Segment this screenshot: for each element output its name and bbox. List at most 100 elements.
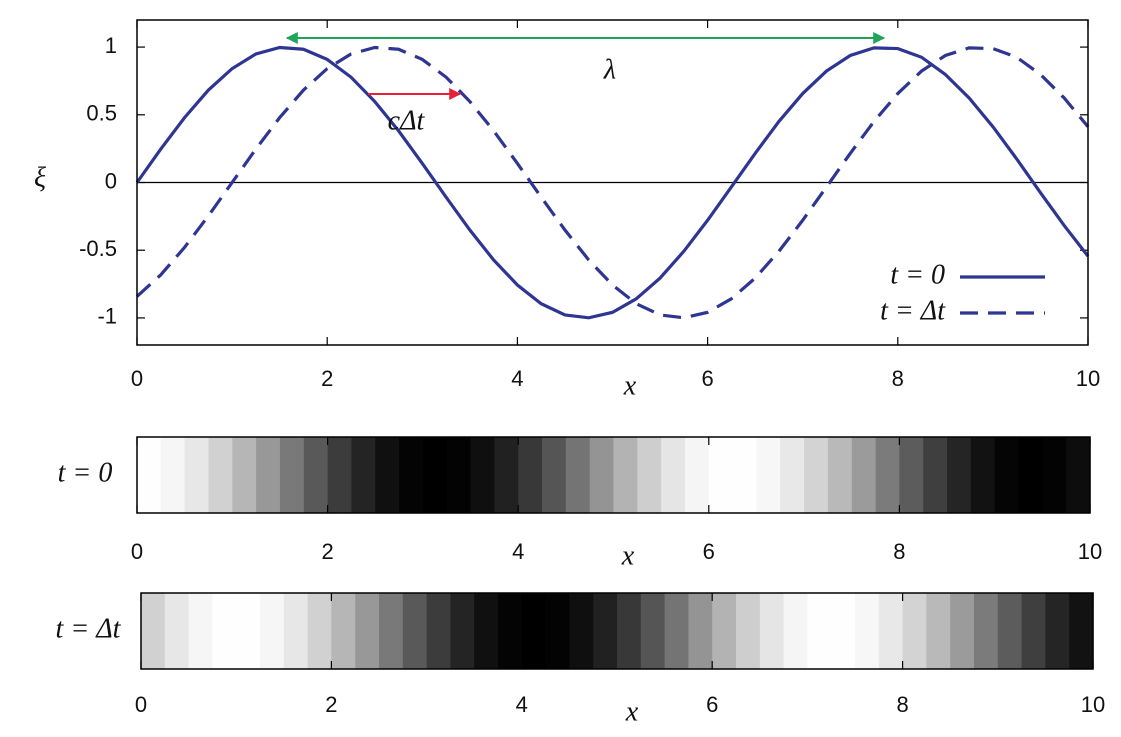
x-tick-label: 10: [1078, 539, 1102, 564]
cell: [804, 437, 829, 513]
cell: [160, 437, 186, 513]
x-tick-label: 4: [511, 366, 523, 391]
x-tick-label: 8: [892, 366, 904, 391]
cell: [637, 437, 662, 513]
cell: [589, 437, 615, 513]
cell: [450, 593, 475, 669]
cell: [521, 593, 547, 669]
x-tick-label: 4: [512, 539, 524, 564]
cell: [950, 593, 975, 669]
x-tick-label: 2: [321, 366, 333, 391]
cell: [970, 437, 996, 513]
x-tick-label: 2: [325, 692, 337, 717]
cell: [402, 593, 428, 669]
cell: [303, 437, 329, 513]
x-tick-label: 10: [1076, 366, 1100, 391]
y-tick-label: -1: [97, 304, 117, 329]
cell: [1066, 437, 1091, 513]
cell: [426, 593, 451, 669]
cell: [732, 437, 758, 513]
cell: [593, 593, 618, 669]
cell: [613, 437, 638, 513]
cell: [232, 437, 257, 513]
cell: [542, 437, 567, 513]
cell: [736, 593, 761, 669]
cell: [256, 437, 281, 513]
cell: [807, 593, 832, 669]
cell: [545, 593, 570, 669]
cell: [236, 593, 261, 669]
y-tick-label: -0.5: [79, 236, 117, 261]
cell: [375, 437, 400, 513]
cell: [851, 437, 877, 513]
cell: [780, 437, 805, 513]
y-axis-label: ξ: [34, 162, 46, 193]
x-axis-label: x: [623, 370, 637, 401]
cell: [617, 593, 642, 669]
x-tick-label: 10: [1081, 692, 1105, 717]
cell: [923, 437, 948, 513]
cell: [1021, 593, 1046, 669]
cell: [184, 437, 210, 513]
cell: [831, 593, 856, 669]
strip-frame: [140, 592, 1094, 670]
strip-label: t = Δt: [56, 613, 122, 644]
legend-label: t = Δt: [880, 295, 946, 326]
cell: [708, 437, 734, 513]
cell: [422, 437, 448, 513]
x-tick-label: 0: [131, 366, 143, 391]
x-tick-label: 8: [893, 539, 905, 564]
cell: [855, 593, 880, 669]
x-tick-label: 8: [896, 692, 908, 717]
cell: [947, 437, 972, 513]
x-tick-label: 0: [135, 692, 147, 717]
cell: [684, 437, 710, 513]
y-tick-label: 0.5: [86, 101, 117, 126]
strip-frame: [136, 436, 1091, 514]
cell: [664, 593, 689, 669]
cell: [875, 437, 900, 513]
cell: [446, 437, 472, 513]
y-tick-label: 1: [105, 33, 117, 58]
cell: [351, 437, 376, 513]
cell: [759, 593, 785, 669]
cell: [307, 593, 332, 669]
cell: [188, 593, 213, 669]
y-tick-label: 0: [105, 168, 117, 193]
cell: [399, 437, 424, 513]
annotation: λ: [603, 54, 616, 85]
strip-label: t = 0: [58, 457, 113, 488]
cell: [279, 437, 305, 513]
cell: [260, 593, 285, 669]
cell: [994, 437, 1020, 513]
x-tick-label: 0: [131, 539, 143, 564]
series-line: [135, 45, 1090, 320]
cell: [974, 593, 999, 669]
cell: [1042, 437, 1067, 513]
cell: [498, 593, 523, 669]
cell: [212, 593, 237, 669]
cell: [661, 437, 686, 513]
x-tick-label: 6: [706, 692, 718, 717]
cell: [494, 437, 519, 513]
cell: [1018, 437, 1043, 513]
x-tick-label: 4: [516, 692, 528, 717]
cell: [688, 593, 713, 669]
x-tick-label: 2: [321, 539, 333, 564]
cell: [902, 593, 927, 669]
cell: [640, 593, 666, 669]
cell: [827, 437, 853, 513]
cell: [878, 593, 904, 669]
cell: [137, 437, 162, 513]
cell: [783, 593, 808, 669]
cell: [569, 593, 594, 669]
cell: [208, 437, 233, 513]
cell: [712, 593, 737, 669]
cell: [1069, 593, 1094, 669]
cell: [474, 593, 499, 669]
cell: [164, 593, 190, 669]
plot-frame: [136, 19, 1089, 346]
cell: [355, 593, 380, 669]
cell: [331, 593, 356, 669]
